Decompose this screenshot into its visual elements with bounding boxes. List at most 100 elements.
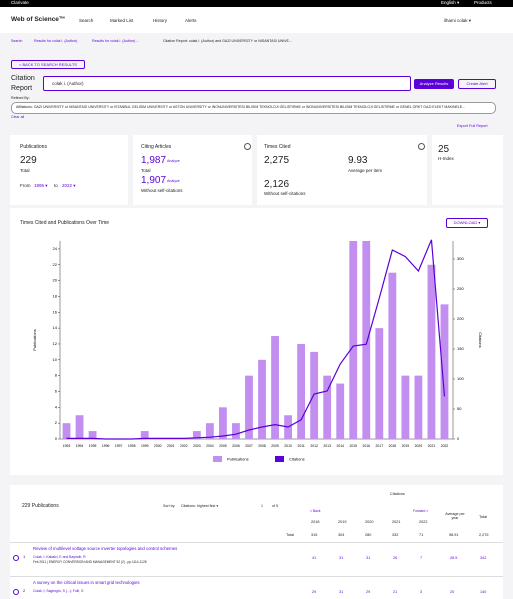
row-cell: 21 [393, 590, 398, 594]
y-axis-label: Publications [32, 329, 37, 351]
row-title[interactable]: Review of multilevel voltage source inve… [33, 546, 178, 551]
h-index-value: 25 [438, 144, 450, 155]
row-cell: 31 [339, 556, 344, 560]
logo[interactable]: Web of Science™ [11, 16, 66, 23]
card-value[interactable]: 1,907 [141, 175, 167, 186]
y-tick-label: 24 [53, 246, 58, 251]
card-label: Without self-citations [141, 188, 183, 193]
download-button[interactable]: DOWNLOAD ▾ [446, 218, 488, 228]
y2-tick-label: 150 [457, 346, 464, 351]
x-tick-label: 2012 [310, 444, 318, 448]
y-tick-label: 10 [53, 357, 58, 362]
page-title: Citation Report [11, 75, 35, 92]
y-tick-label: 8 [55, 373, 58, 378]
y2-tick-label: 0 [457, 436, 460, 441]
row-checkbox[interactable] [13, 555, 19, 561]
x-tick-label: 2010 [284, 444, 292, 448]
y-tick-label: 18 [53, 294, 58, 299]
x-tick-label: 2016 [363, 444, 371, 448]
x-tick-label: 2001 [167, 444, 175, 448]
breadcrumb[interactable]: Results for colak i. (Author) ... [92, 39, 140, 43]
legend-label: Publications [227, 457, 249, 462]
row-title[interactable]: A survey on the critical issues in smart… [33, 580, 140, 585]
forward-link[interactable]: Forward > [413, 509, 429, 513]
bar [205, 423, 214, 439]
page-of: of 5 [272, 504, 278, 508]
row-authors[interactable]: Colak, I; Kabalci, E and Bayindir, R [33, 555, 86, 559]
row-divider [10, 576, 503, 577]
row-divider [10, 542, 503, 543]
row-index: 1 [23, 554, 26, 559]
breadcrumb[interactable]: Search [11, 39, 23, 43]
clear-all[interactable]: Clear all [11, 115, 25, 119]
from-year[interactable]: 1995 ▾ [34, 183, 48, 188]
bar [349, 241, 358, 439]
user-menu[interactable]: ilhami colak ▾ [444, 18, 472, 23]
card-title: Times Cited [264, 144, 291, 150]
sort-select[interactable]: Citations: highest first ▾ [181, 504, 219, 508]
bar [388, 272, 397, 439]
row-authors[interactable]: Colak, I; Sagiroglu, S (...); Fulli, G [33, 589, 84, 593]
info-icon[interactable] [244, 143, 251, 150]
card-title: Publications [20, 144, 47, 150]
x-tick-label: 2007 [245, 444, 253, 448]
nav-item[interactable]: History [153, 18, 168, 23]
to-year[interactable]: 2022 ▾ [62, 183, 76, 188]
nav-item[interactable]: Marked List [110, 18, 134, 23]
row-cell: 31 [366, 556, 371, 560]
analyze-link[interactable]: Analyze [167, 179, 180, 183]
card [133, 135, 252, 205]
x-tick-label: 2021 [428, 444, 436, 448]
page-input[interactable]: 1 [261, 504, 263, 508]
average-header: Average per year [445, 512, 465, 520]
x-tick-label: 2019 [402, 444, 410, 448]
card-value: 2,126 [264, 179, 290, 190]
info-icon[interactable] [418, 143, 425, 150]
legend-label: Citations [289, 457, 305, 462]
back-button[interactable]: < BACK TO SEARCH RESULTS [11, 60, 85, 69]
products[interactable]: Products [474, 0, 492, 5]
brand: Clarivate [11, 0, 29, 5]
row-cell: 41 [312, 556, 317, 560]
bar [88, 431, 97, 439]
bar [362, 241, 371, 439]
card-label: Average per item [348, 168, 383, 173]
card-value[interactable]: 1,987 [141, 155, 167, 166]
total-label: Total [286, 533, 295, 537]
analyze-link[interactable]: Analyze [167, 159, 180, 163]
x-tick-label: 2000 [154, 444, 162, 448]
bar [414, 375, 423, 439]
nav-item[interactable]: Search [79, 18, 94, 23]
refined-label: Refined By: [11, 96, 30, 100]
legend-swatch [275, 456, 284, 462]
back-link[interactable]: < Back [310, 509, 321, 513]
breadcrumb[interactable]: Results for colak i. (Author) [34, 39, 78, 43]
y2-tick-label: 200 [457, 316, 464, 321]
alert-button[interactable]: Create Alert [458, 79, 496, 89]
total-header: Total [479, 515, 488, 519]
card-label: Total [20, 168, 30, 173]
search-box[interactable] [43, 76, 411, 91]
y-tick-label: 22 [53, 262, 58, 267]
bar [310, 351, 319, 439]
bar [323, 375, 332, 439]
year-header: 2021 [392, 520, 401, 524]
y2-tick-label: 50 [457, 406, 462, 411]
language[interactable]: English ▾ [441, 0, 460, 5]
analyze-button[interactable]: Analyze Results [414, 79, 454, 89]
nav-item[interactable]: Alerts [185, 18, 197, 23]
x-tick-label: 1995 [89, 444, 97, 448]
export[interactable]: Export Full Report [457, 124, 488, 128]
x-tick-label: 2006 [232, 444, 240, 448]
row-index: 2 [23, 588, 26, 593]
row-source: Feb 2011 | ENERGY CONVERSION AND MANAGEM… [33, 560, 147, 564]
card-value: 2,275 [264, 155, 290, 166]
row-checkbox[interactable] [13, 589, 19, 595]
total-cell: 2,275 [479, 533, 489, 537]
bar [297, 343, 306, 439]
bar [75, 415, 84, 439]
x-tick-label: 1998 [128, 444, 136, 448]
nav-bar [0, 7, 513, 33]
bar [258, 359, 266, 439]
chart: 024681012141618202224050100150200250300P… [32, 239, 483, 462]
